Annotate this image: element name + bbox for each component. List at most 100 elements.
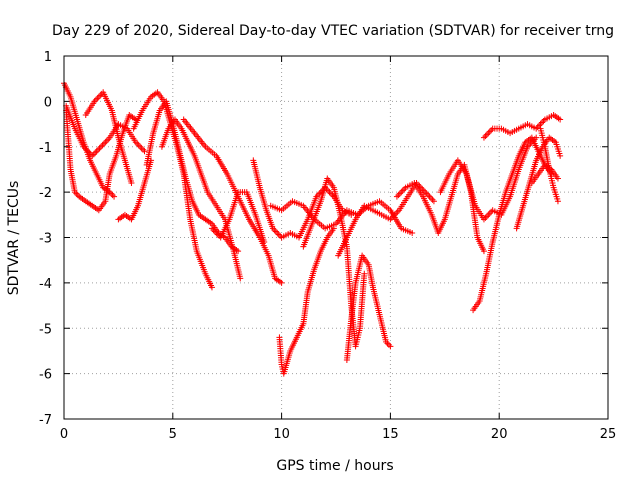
- data-point-marker: [97, 92, 104, 99]
- chart-title: Day 229 of 2020, Sidereal Day-to-day VTE…: [52, 23, 614, 39]
- data-point-marker: [483, 131, 490, 138]
- data-point-marker: [554, 198, 561, 205]
- data-point-marker: [482, 133, 489, 140]
- data-point-marker: [100, 140, 107, 147]
- data-point-marker: [398, 189, 405, 196]
- data-point-marker: [483, 213, 490, 220]
- data-point-marker: [429, 196, 436, 203]
- x-axis-label: GPS time / hours: [276, 458, 393, 474]
- y-tick-label: -2: [39, 186, 52, 201]
- data-point-marker: [103, 137, 110, 144]
- data-point-marker: [102, 139, 109, 146]
- y-tick-label: -5: [39, 322, 52, 337]
- axis-ticks: 0 5 10 15 20 25 -7 -6 -5 -4 -3 -2 -1 0 1: [39, 50, 616, 442]
- series-sat-04: [82, 89, 135, 187]
- data-point-marker: [538, 119, 545, 126]
- y-tick-label: -3: [39, 232, 52, 247]
- data-point-marker: [488, 127, 495, 134]
- data-point-marker: [95, 146, 102, 153]
- series-sat-11: [250, 157, 355, 241]
- grid-lines: [64, 56, 608, 419]
- data-point-marker: [557, 152, 564, 159]
- data-point-marker: [272, 228, 279, 235]
- data-point-marker: [261, 239, 268, 246]
- data-point-marker: [74, 192, 81, 199]
- data-point-marker: [138, 145, 145, 152]
- data-point-marker: [387, 343, 394, 350]
- data-point-marker: [237, 275, 244, 282]
- data-point-marker: [385, 341, 392, 348]
- data-point-marker: [330, 225, 337, 232]
- data-point-marker: [96, 145, 103, 152]
- data-point-marker: [92, 149, 99, 156]
- plot-border: [63, 55, 609, 420]
- data-point-marker: [426, 193, 433, 200]
- data-point-marker: [480, 248, 487, 255]
- data-point-marker: [399, 187, 406, 194]
- x-tick-label: 0: [60, 427, 68, 442]
- data-point-marker: [540, 118, 547, 125]
- data-point-marker: [94, 95, 101, 102]
- x-tick-label: 25: [600, 427, 617, 442]
- data-point-marker: [99, 142, 106, 149]
- series-sat-21: [513, 134, 564, 232]
- data-point-marker: [316, 190, 323, 197]
- data-point-marker: [208, 284, 215, 291]
- data-point-marker: [409, 229, 416, 236]
- data-point-marker: [140, 146, 147, 153]
- data-point-marker: [135, 142, 142, 149]
- series-sat-14: [300, 175, 368, 350]
- x-tick-label: 5: [169, 427, 177, 442]
- data-point-marker: [485, 130, 492, 137]
- data-point-marker: [108, 190, 115, 197]
- series-sat-15: [343, 252, 394, 364]
- x-tick-label: 10: [273, 427, 290, 442]
- data-point-marker: [485, 211, 492, 218]
- data-point-marker: [486, 128, 493, 135]
- y-tick-label: -6: [39, 368, 52, 383]
- series-sat-10: [208, 189, 268, 246]
- data-point-marker: [554, 175, 561, 182]
- y-tick-label: 0: [44, 95, 52, 110]
- x-tick-label: 15: [382, 427, 399, 442]
- data-point-marker: [396, 190, 403, 197]
- y-axis-label: SDTVAR / TECUs: [6, 181, 22, 296]
- data-point-marker: [93, 148, 100, 155]
- y-tick-label: 1: [44, 50, 52, 65]
- data-point-marker: [361, 270, 368, 277]
- data-point-marker: [109, 192, 116, 199]
- data-point-marker: [111, 193, 118, 200]
- data-points: [61, 80, 564, 377]
- series-sat-05: [115, 157, 155, 223]
- data-point-marker: [278, 279, 285, 286]
- series-sat-20: [480, 111, 564, 141]
- y-tick-label: -1: [39, 141, 52, 156]
- series-sat-19: [470, 134, 555, 314]
- x-tick-label: 20: [491, 427, 508, 442]
- data-point-marker: [141, 148, 148, 155]
- series-sat-23: [528, 161, 561, 187]
- data-point-marker: [425, 192, 432, 199]
- data-point-marker: [393, 193, 400, 200]
- data-point-marker: [423, 190, 430, 197]
- series-sat-13: [276, 225, 337, 377]
- data-point-marker: [395, 192, 402, 199]
- data-point-marker: [417, 184, 424, 191]
- y-tick-label: -4: [39, 277, 52, 292]
- data-point-marker: [92, 96, 99, 103]
- data-point-marker: [534, 124, 541, 131]
- data-point-marker: [428, 195, 435, 202]
- data-point-marker: [137, 143, 144, 150]
- data-point-marker: [97, 143, 104, 150]
- data-point-marker: [401, 186, 408, 193]
- data-point-marker: [274, 229, 281, 236]
- data-point-marker: [208, 225, 215, 232]
- data-point-marker: [95, 93, 102, 100]
- data-point-marker: [134, 140, 141, 147]
- data-point-marker: [557, 116, 564, 123]
- series-sat-09: [180, 116, 285, 286]
- y-tick-label: -7: [39, 413, 52, 428]
- series-sat-17: [393, 161, 487, 255]
